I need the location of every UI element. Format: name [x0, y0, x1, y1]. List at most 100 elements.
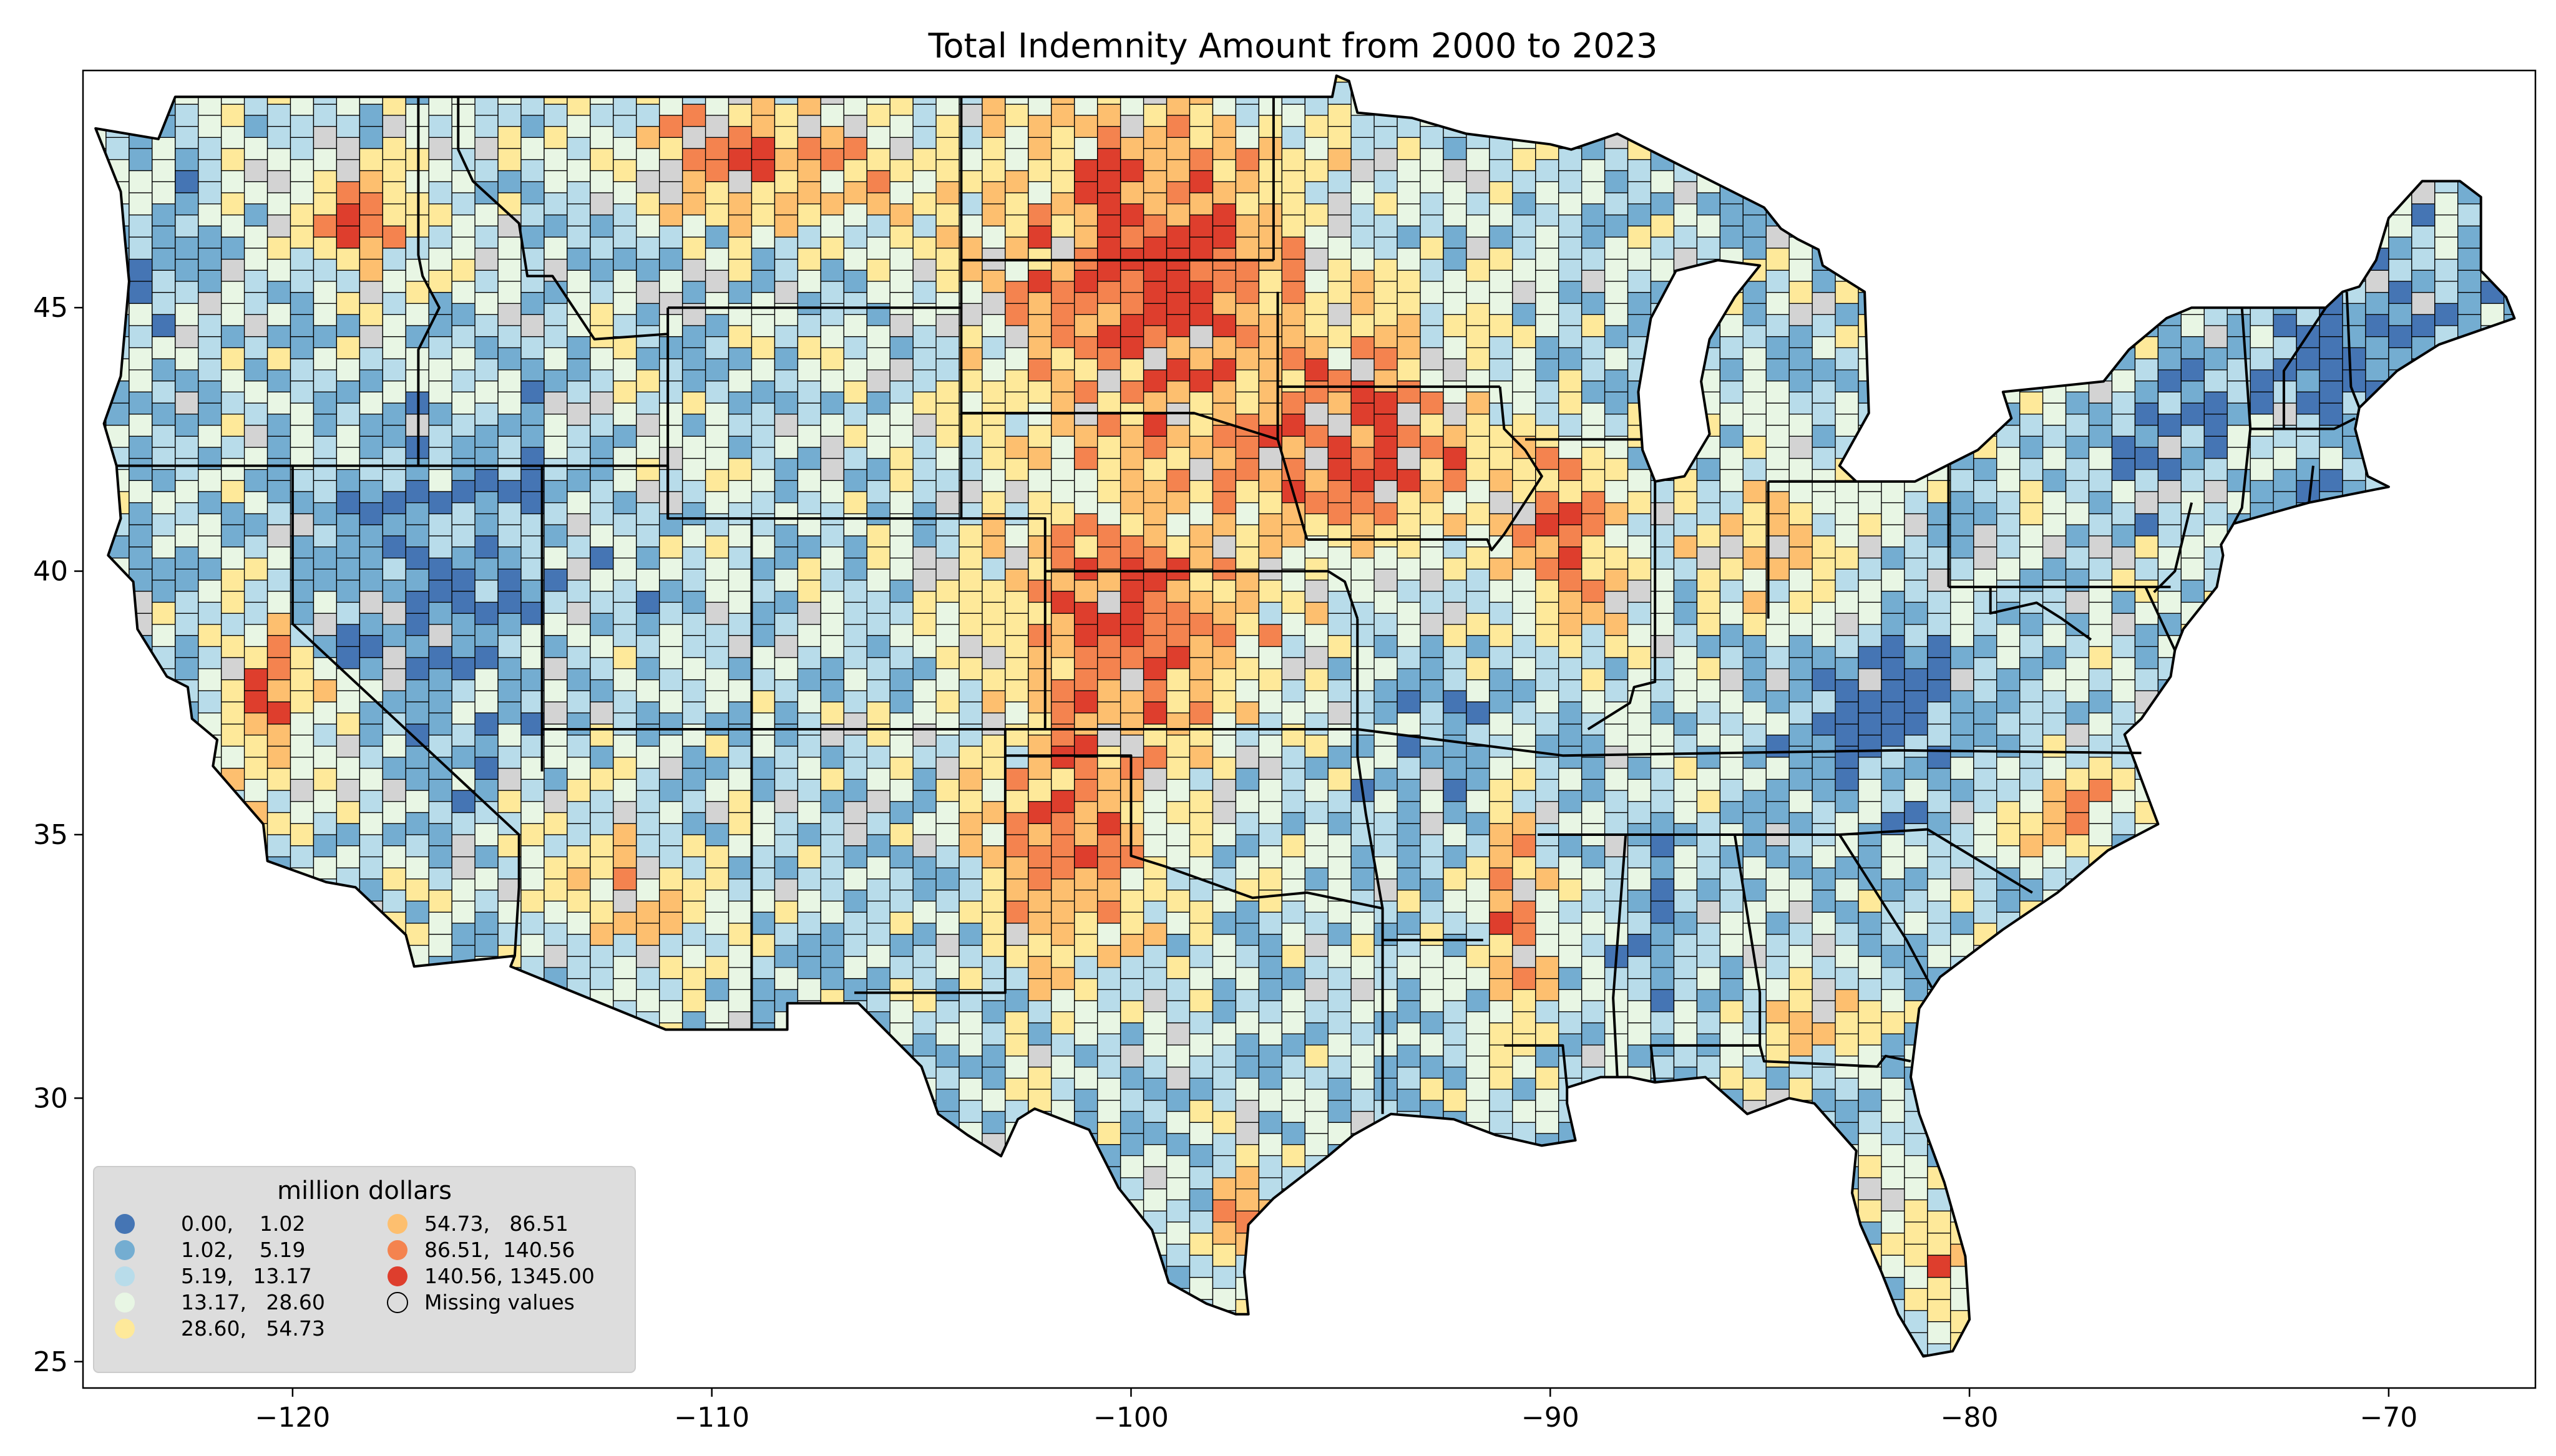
county-polygon — [1304, 624, 1329, 648]
county-polygon — [682, 391, 706, 415]
county-polygon — [1281, 657, 1305, 681]
county-polygon — [590, 701, 614, 725]
county-polygon — [567, 159, 591, 182]
county-polygon — [198, 557, 222, 581]
county-polygon — [1189, 1033, 1214, 1057]
county-polygon — [1489, 225, 1513, 249]
county-polygon — [1489, 867, 1513, 891]
county-polygon — [428, 424, 452, 448]
county-polygon — [1350, 1066, 1375, 1090]
county-polygon — [1973, 502, 1997, 525]
county-polygon — [520, 646, 545, 669]
county-polygon — [198, 269, 222, 293]
county-polygon — [359, 591, 383, 614]
county-polygon — [1489, 181, 1513, 205]
county-polygon — [866, 104, 890, 127]
county-polygon — [175, 303, 199, 326]
county-polygon — [820, 546, 844, 570]
county-polygon — [382, 269, 406, 293]
county-polygon — [1212, 358, 1237, 382]
county-polygon — [1074, 225, 1098, 249]
county-polygon — [1581, 734, 1606, 758]
county-polygon — [451, 104, 476, 127]
county-polygon — [1512, 856, 1536, 880]
county-polygon — [982, 380, 1006, 404]
county-polygon — [567, 779, 591, 802]
county-polygon — [1304, 601, 1329, 625]
county-polygon — [958, 613, 983, 636]
county-polygon — [1097, 591, 1121, 614]
county-polygon — [1397, 336, 1421, 359]
county-polygon — [1835, 657, 1859, 681]
county-polygon — [1696, 967, 1720, 990]
county-polygon — [636, 546, 660, 570]
county-polygon — [567, 203, 591, 226]
county-polygon — [1835, 1077, 1859, 1101]
county-polygon — [1765, 580, 1790, 603]
county-polygon — [451, 391, 476, 415]
county-polygon — [1719, 933, 1744, 957]
county-polygon — [1166, 823, 1191, 847]
county-polygon — [613, 314, 637, 337]
county-polygon — [982, 890, 1006, 913]
county-polygon — [1005, 148, 1029, 172]
county-polygon — [1719, 402, 1744, 426]
county-polygon — [751, 580, 776, 603]
county-polygon — [266, 236, 291, 260]
county-polygon — [1950, 757, 1974, 780]
county-polygon — [544, 790, 568, 813]
county-polygon — [175, 634, 199, 658]
county-polygon — [1281, 634, 1305, 658]
county-polygon — [1005, 1011, 1029, 1034]
county-polygon — [1489, 890, 1513, 913]
county-polygon — [290, 624, 315, 648]
county-polygon — [1028, 1000, 1052, 1024]
county-polygon — [1742, 458, 1767, 481]
county-polygon — [728, 546, 753, 570]
county-polygon — [129, 170, 153, 193]
county-polygon — [1812, 535, 1836, 559]
county-polygon — [1189, 723, 1214, 747]
county-polygon — [221, 723, 245, 747]
county-polygon — [1097, 856, 1121, 880]
county-polygon — [843, 203, 867, 226]
county-polygon — [1028, 225, 1052, 249]
county-polygon — [474, 601, 499, 625]
county-polygon — [866, 414, 890, 437]
county-polygon — [912, 967, 937, 990]
county-polygon — [1765, 491, 1790, 515]
county-polygon — [1143, 170, 1168, 193]
county-polygon — [659, 225, 683, 249]
county-polygon — [751, 380, 776, 404]
county-polygon — [1489, 1089, 1513, 1112]
county-polygon — [1189, 104, 1214, 127]
county-polygon — [1166, 424, 1191, 448]
county-polygon — [544, 591, 568, 614]
county-polygon — [1051, 480, 1075, 503]
county-polygon — [1420, 369, 1444, 392]
county-polygon — [129, 303, 153, 326]
county-polygon — [1005, 303, 1029, 326]
county-polygon — [382, 292, 406, 315]
county-polygon — [797, 491, 821, 515]
county-polygon — [935, 336, 960, 359]
county-polygon — [705, 159, 729, 182]
county-polygon — [474, 668, 499, 691]
county-polygon — [520, 159, 545, 182]
county-polygon — [1765, 801, 1790, 824]
county-polygon — [774, 790, 799, 813]
county-polygon — [474, 203, 499, 226]
county-polygon — [567, 358, 591, 382]
county-polygon — [1189, 236, 1214, 260]
county-polygon — [1535, 580, 1559, 603]
county-polygon — [1304, 269, 1329, 293]
county-polygon — [1950, 513, 1974, 536]
county-polygon — [1143, 524, 1168, 548]
county-polygon — [866, 878, 890, 902]
county-polygon — [889, 933, 914, 957]
county-polygon — [451, 900, 476, 924]
county-polygon — [889, 779, 914, 802]
county-polygon — [1051, 148, 1075, 172]
county-polygon — [982, 336, 1006, 359]
county-polygon — [1535, 911, 1559, 935]
